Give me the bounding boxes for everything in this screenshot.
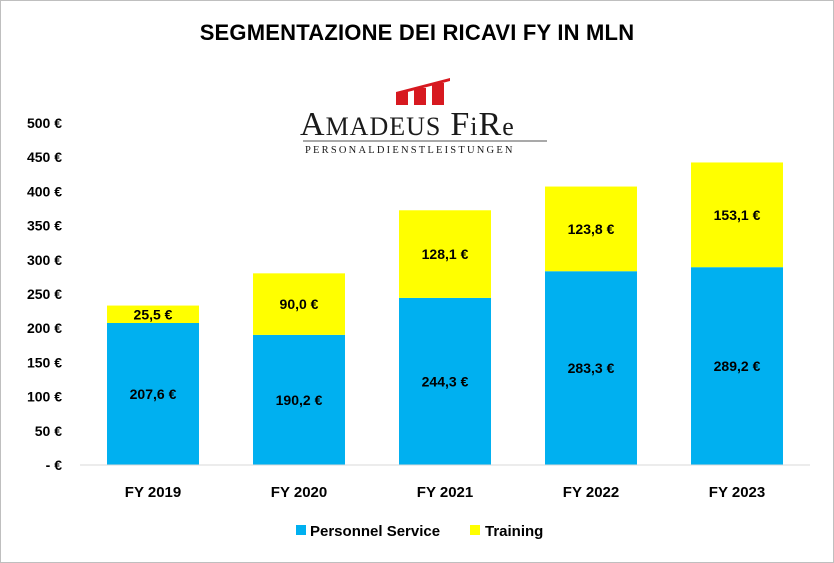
- bar-training: [545, 186, 637, 272]
- x-category-label: FY 2022: [563, 484, 619, 501]
- amadeus-fire-logo: AMADEUS FiRe PERSONALDIENSTLEISTUNGEN: [300, 78, 547, 156]
- logo-block-bevel: [396, 78, 450, 95]
- bar-personnel-service: [107, 323, 199, 465]
- legend-swatch: [296, 525, 306, 535]
- data-label: 190,2 €: [276, 392, 323, 408]
- bar-personnel-service: [399, 297, 491, 465]
- data-label: 207,6 €: [130, 386, 177, 402]
- logo-block: [396, 92, 408, 105]
- y-tick-label: 50 €: [35, 423, 62, 439]
- y-tick-label: 250 €: [27, 286, 62, 302]
- bar-training: [691, 162, 783, 268]
- data-label: 90,0 €: [280, 296, 319, 312]
- bar-training: [253, 273, 345, 335]
- legend-label: Training: [485, 523, 543, 540]
- data-label: 153,1 €: [714, 207, 761, 223]
- bar-personnel-service: [691, 267, 783, 465]
- legend-swatch: [470, 525, 480, 535]
- logo-wordmark: AMADEUS FiRe: [300, 106, 515, 143]
- y-tick-label: 100 €: [27, 389, 62, 405]
- y-tick-label: - €: [46, 457, 63, 473]
- y-tick-label: 350 €: [27, 218, 62, 234]
- logo-red-blocks: [396, 78, 450, 105]
- legend-label: Personnel Service: [310, 523, 440, 540]
- y-tick-label: 500 €: [27, 115, 62, 131]
- data-label: 128,1 €: [422, 246, 469, 262]
- logo-block: [432, 83, 444, 105]
- y-tick-label: 150 €: [27, 354, 62, 370]
- y-tick-label: 300 €: [27, 252, 62, 268]
- y-tick-label: 200 €: [27, 320, 62, 336]
- bar-training: [107, 305, 199, 324]
- x-category-label: FY 2023: [709, 484, 765, 501]
- bar-personnel-service: [545, 271, 637, 465]
- x-category-label: FY 2020: [271, 484, 327, 501]
- data-label: 25,5 €: [134, 306, 173, 322]
- y-tick-label: 450 €: [27, 149, 62, 165]
- chart-title: SEGMENTAZIONE DEI RICAVI FY IN MLN: [199, 20, 635, 45]
- bar-training: [399, 210, 491, 298]
- logo-tagline: PERSONALDIENSTLEISTUNGEN: [305, 145, 515, 156]
- x-axis: FY 2019 FY 2020 FY 2021 FY 2022 FY 2023: [80, 464, 810, 501]
- data-label: 289,2 €: [714, 358, 761, 374]
- x-category-label: FY 2019: [125, 484, 181, 501]
- legend: Personnel Service Training: [296, 523, 543, 540]
- logo-block: [414, 88, 426, 105]
- y-axis: - € 50 € 100 € 150 € 200 € 250 € 300 € 350 € 400…: [27, 115, 62, 473]
- x-category-label: FY 2021: [417, 484, 473, 501]
- data-label: 123,8 €: [568, 221, 615, 237]
- data-label: 283,3 €: [568, 360, 615, 376]
- y-tick-label: 400 €: [27, 183, 62, 199]
- data-label: 244,3 €: [422, 373, 469, 389]
- bar-personnel-service: [253, 334, 345, 465]
- bars: 207,6 € 25,5 € 190,2 € 90,0 € 244,3 € 128,1 €…: [107, 162, 783, 465]
